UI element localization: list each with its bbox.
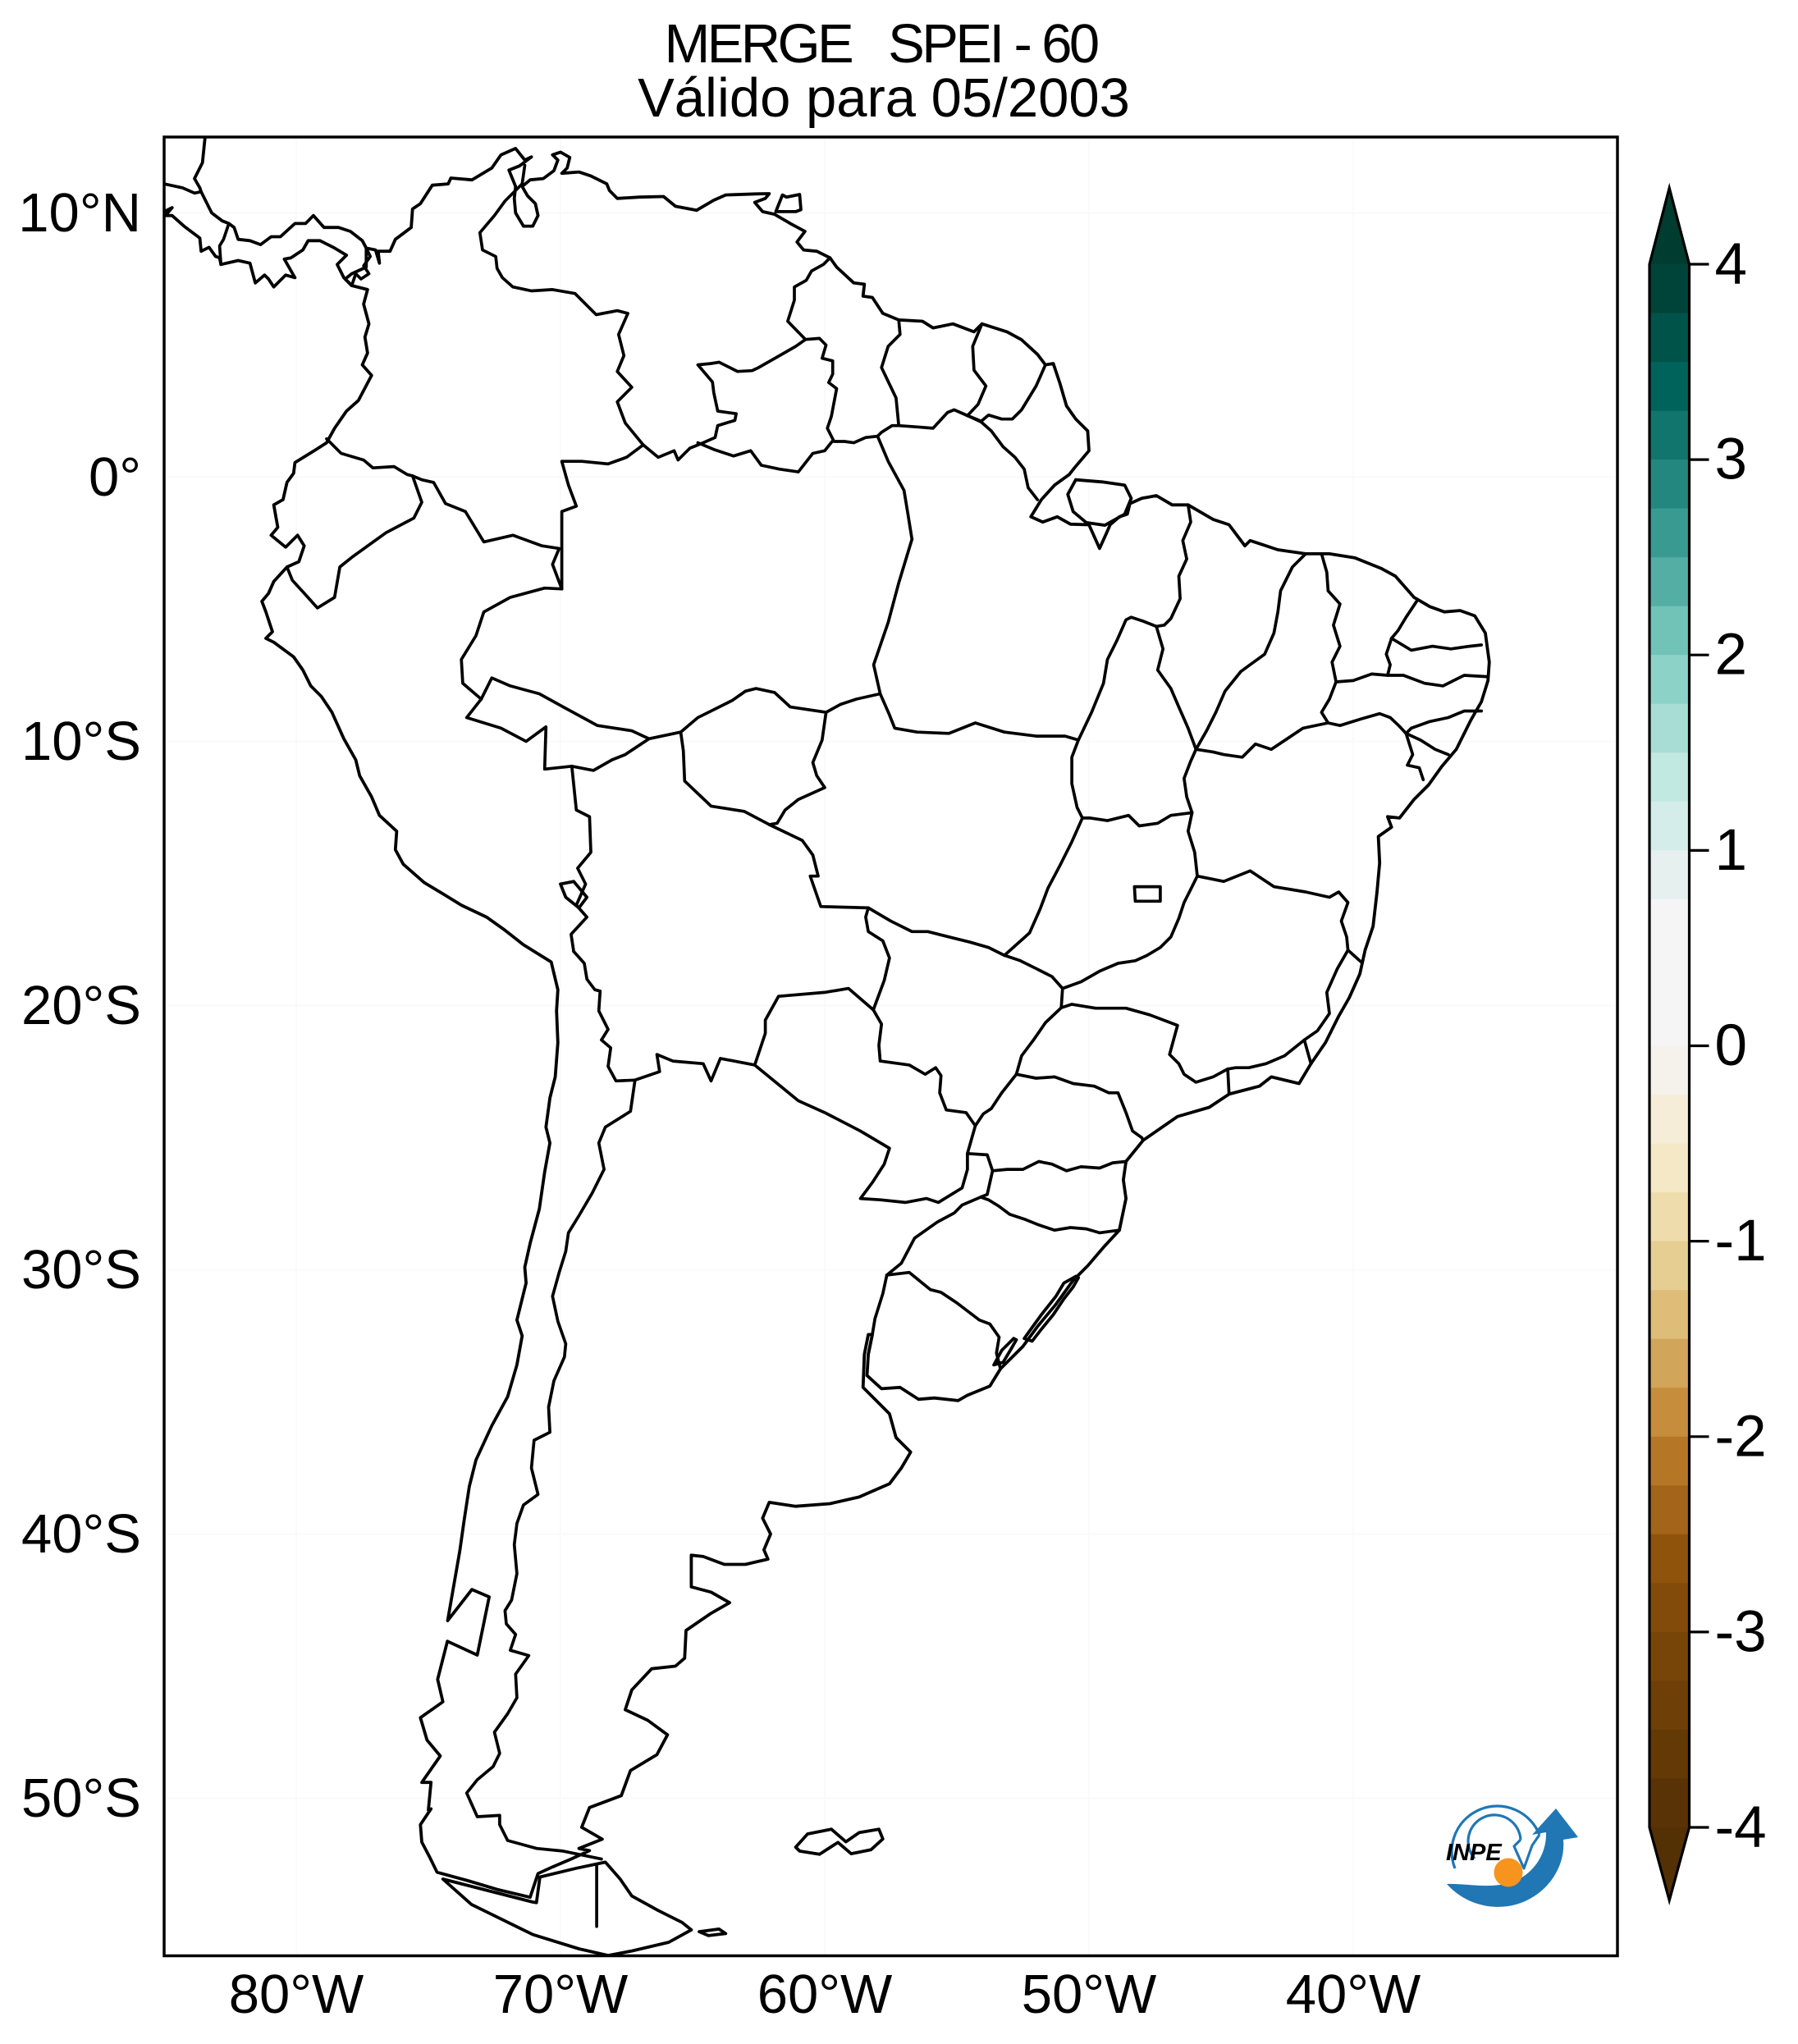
svg-text:10°S: 10°S — [21, 711, 141, 772]
svg-text:-2: -2 — [1715, 1404, 1767, 1469]
svg-text:2: 2 — [1715, 623, 1748, 688]
svg-text:4: 4 — [1715, 232, 1748, 297]
svg-text:60°W: 60°W — [757, 1964, 893, 2025]
svg-text:1: 1 — [1715, 818, 1748, 883]
svg-text:50°S: 50°S — [21, 1767, 141, 1829]
svg-text:40°S: 40°S — [21, 1503, 141, 1565]
svg-text:0: 0 — [1715, 1013, 1748, 1078]
svg-text:Válido para 05/2003: Válido para 05/2003 — [638, 67, 1130, 129]
svg-text:80°W: 80°W — [229, 1964, 364, 2025]
svg-text:-3: -3 — [1715, 1599, 1767, 1664]
svg-text:30°S: 30°S — [21, 1239, 141, 1301]
svg-text:-1: -1 — [1715, 1209, 1767, 1273]
svg-text:INPE: INPE — [1446, 1840, 1503, 1866]
svg-text:40°W: 40°W — [1286, 1964, 1421, 2025]
svg-text:-4: -4 — [1715, 1795, 1767, 1860]
svg-text:20°S: 20°S — [21, 975, 141, 1036]
svg-text:MERGE SPEI - 60: MERGE SPEI - 60 — [664, 13, 1097, 75]
svg-text:70°W: 70°W — [493, 1964, 629, 2025]
svg-text:3: 3 — [1715, 428, 1748, 492]
svg-text:10°N: 10°N — [18, 182, 141, 244]
svg-text:0°: 0° — [89, 446, 141, 508]
svg-text:50°W: 50°W — [1022, 1964, 1157, 2025]
